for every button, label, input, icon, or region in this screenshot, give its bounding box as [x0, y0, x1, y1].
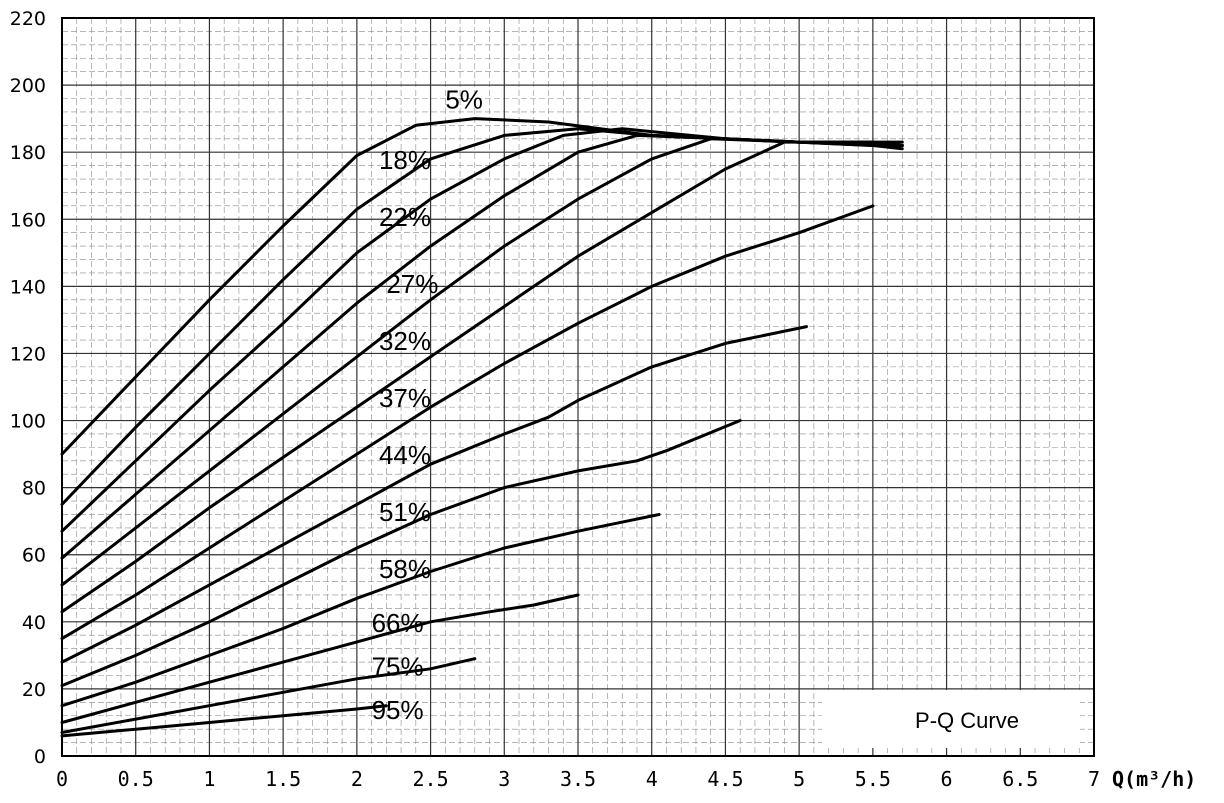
plot-border: [61, 17, 1095, 757]
x-tick-label: 3.5: [560, 767, 596, 791]
curve-label: 32%: [379, 326, 431, 356]
legend-box: P-Q Curve: [822, 690, 1080, 748]
curve-label: 51%: [379, 497, 431, 527]
pq-curve-22pct: [60, 127, 904, 533]
x-tick-label: 0.5: [118, 767, 154, 791]
pq-curve-75pct: [60, 593, 580, 724]
x-tick-label: 3: [498, 767, 510, 791]
x-tick-label: 6.5: [1002, 767, 1038, 791]
x-tick-label: 1.5: [265, 767, 301, 791]
x-tick-label: 1: [203, 767, 215, 791]
x-tick-label: 2: [351, 767, 363, 791]
legend-box-text: P-Q Curve: [915, 708, 1019, 733]
curve-labels: 5% 18% 22% 27% 32% 37% 44% 51% 58% 66% 75% 95%: [372, 85, 483, 726]
y-tick-label: 100: [10, 411, 46, 433]
x-tick-label: 4: [646, 767, 658, 791]
x-tick-label: 4.5: [707, 767, 743, 791]
curve-label: 44%: [379, 440, 431, 470]
curve-label: 58%: [379, 554, 431, 584]
y-tick-label: 80: [22, 478, 46, 500]
pq-curve-32pct: [60, 137, 904, 587]
x-tick-label: 5.5: [855, 767, 891, 791]
x-tick-label: 7: [1088, 767, 1100, 791]
pq-curve-95pct: [60, 657, 477, 734]
curve-label: 18%: [379, 145, 431, 175]
y-tick-label: 60: [22, 545, 46, 567]
legend-box-background: [822, 690, 1080, 748]
curve-label: 37%: [379, 383, 431, 413]
x-tick-label: 0: [56, 767, 68, 791]
pq-curve-51pct: [60, 325, 808, 664]
pq-curve-58pct: [60, 419, 742, 688]
pq-curve-unlabeled: [60, 704, 388, 738]
y-tick-label: 140: [10, 276, 46, 298]
major-grid: [62, 18, 1094, 756]
curve-label: 95%: [372, 695, 424, 725]
y-tick-label: 20: [22, 679, 46, 701]
pq-curve-44pct: [60, 204, 875, 641]
y-tick-label: 220: [10, 8, 46, 30]
curve-label: 5%: [445, 85, 483, 115]
y-tick-labels: 0 20 40 60 80 100 120 140 160 180 200 220: [10, 8, 46, 768]
x-axis-label: Q(m³/h): [1112, 767, 1196, 791]
curve-label: 66%: [372, 608, 424, 638]
curves: [60, 117, 904, 738]
y-tick-label: 120: [10, 343, 46, 365]
curve-label: 75%: [372, 651, 424, 681]
y-tick-label: 40: [22, 612, 46, 634]
curve-label: 27%: [386, 269, 438, 299]
pq-curve-37pct: [60, 140, 904, 614]
x-tick-label: 6: [941, 767, 953, 791]
y-tick-label: 200: [10, 75, 46, 97]
y-tick-label: 0: [34, 746, 46, 768]
y-tick-label: 160: [10, 209, 46, 231]
x-tick-label: 2.5: [413, 767, 449, 791]
curve-label: 22%: [379, 202, 431, 232]
x-tick-labels: 0 0.5 1 1.5 2 2.5 3 3.5 4 4.5 5 5.5 6 6.5 7: [56, 767, 1100, 791]
pq-curve-66pct: [60, 513, 661, 708]
y-tick-label: 180: [10, 142, 46, 164]
x-tick-label: 5: [793, 767, 805, 791]
